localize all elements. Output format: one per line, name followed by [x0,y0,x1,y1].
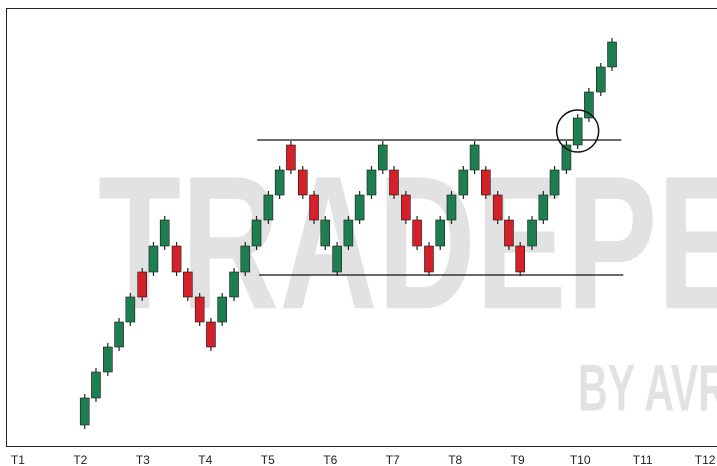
candle-body [240,245,251,273]
candle-body [607,41,617,68]
watermark: BY AVR [578,350,717,424]
candle-body [114,321,124,348]
x-tick-label: T1 [11,453,25,466]
candle-body [171,245,182,273]
candle-body [481,169,491,196]
candle-body [206,321,216,348]
highlight-circle [555,109,600,153]
candle-body [538,194,549,221]
x-tick-label: T11 [633,453,653,466]
candle-body [159,219,170,247]
candle-body [251,219,262,247]
candle-body [183,271,193,298]
candle-body [103,346,113,373]
candle-body [458,169,469,196]
candle-body [401,194,411,221]
candle-body [515,245,525,273]
candle-body [320,219,331,247]
x-tick-label: T9 [511,453,525,466]
x-tick-label: T12 [695,453,716,466]
x-tick-label: T6 [323,453,337,466]
candle-body [561,144,572,171]
candle-body [389,169,399,196]
candle-body [274,169,285,196]
x-tick-label: T2 [73,453,87,466]
candle-body [263,194,274,221]
candle-body [366,169,377,196]
x-tick-label: T7 [386,453,400,466]
candle-body [412,219,422,247]
candle-body [217,296,227,323]
watermark: TRADEPE [98,137,717,349]
x-tick-label: T8 [448,453,462,466]
candle-body [229,271,239,298]
x-tick-label: T5 [261,453,275,466]
candle-body [469,144,480,171]
candle-body [377,144,388,171]
candle-body [595,66,606,93]
candle-body [343,219,354,247]
candle-body [435,219,446,247]
candle-body [584,91,594,119]
x-tick-label: T10 [570,453,591,466]
candle-body [125,296,136,323]
candle-body [446,194,457,221]
candle-body [309,194,319,221]
candle-body [527,219,537,247]
x-tick-label: T3 [136,453,150,466]
x-tick-label: T4 [198,453,212,466]
candle-body [572,117,583,146]
candle-body [492,194,503,221]
candle-body [286,144,296,171]
candle-body [194,296,205,323]
candle-body [91,371,101,399]
candle-body [137,271,148,298]
candle-body [79,397,90,426]
candle-body [424,245,434,273]
candle-body [297,169,308,196]
candle-body [148,245,159,273]
candle-body [504,219,514,247]
candle-body [549,169,560,196]
candle-body [354,194,365,221]
candle-body [332,245,342,273]
